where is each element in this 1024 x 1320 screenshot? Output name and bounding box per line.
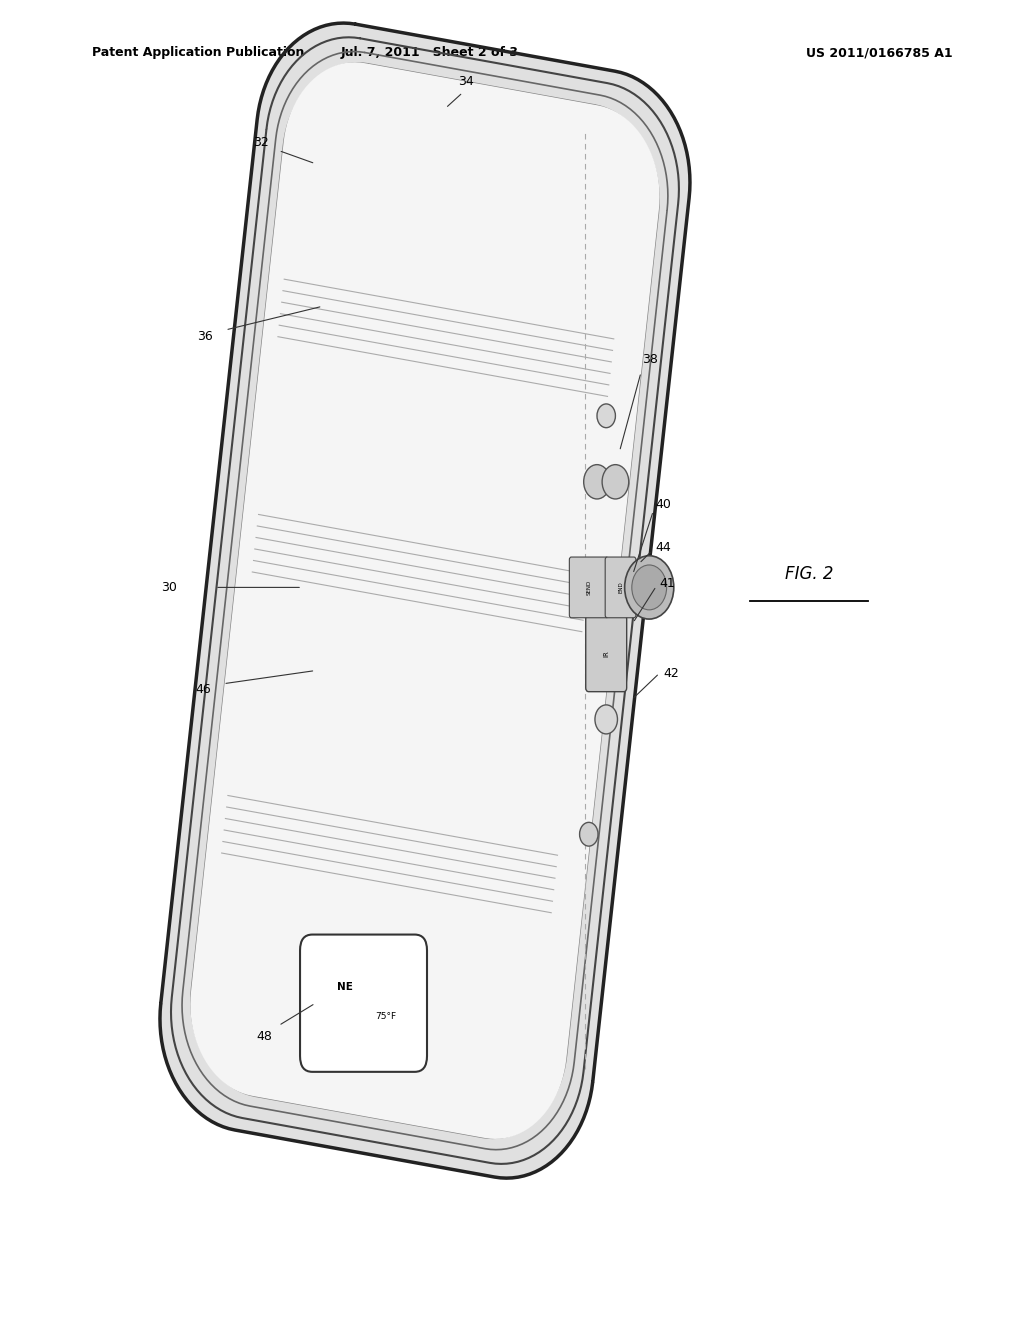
Text: FIG. 2: FIG. 2 <box>784 565 834 583</box>
Text: 75°F: 75°F <box>376 1012 396 1020</box>
Text: NE: NE <box>337 982 353 993</box>
FancyBboxPatch shape <box>605 557 636 618</box>
FancyBboxPatch shape <box>300 935 427 1072</box>
Text: 36: 36 <box>197 330 213 343</box>
Circle shape <box>632 565 667 610</box>
Text: SEND: SEND <box>587 579 591 595</box>
Circle shape <box>602 465 629 499</box>
FancyBboxPatch shape <box>586 615 627 692</box>
Text: 44: 44 <box>655 541 672 554</box>
FancyBboxPatch shape <box>569 557 608 618</box>
Text: IR: IR <box>603 649 609 657</box>
Text: US 2011/0166785 A1: US 2011/0166785 A1 <box>806 46 952 59</box>
Text: 32: 32 <box>253 136 269 149</box>
Text: 46: 46 <box>195 682 211 696</box>
Text: 42: 42 <box>664 667 680 680</box>
Text: 34: 34 <box>458 75 474 88</box>
Text: Patent Application Publication: Patent Application Publication <box>92 46 304 59</box>
Text: 30: 30 <box>161 581 177 594</box>
Text: 41: 41 <box>659 577 676 590</box>
Text: END: END <box>618 582 623 593</box>
Circle shape <box>625 556 674 619</box>
Text: 40: 40 <box>655 498 672 511</box>
Polygon shape <box>190 62 659 1139</box>
Text: Jul. 7, 2011   Sheet 2 of 3: Jul. 7, 2011 Sheet 2 of 3 <box>341 46 519 59</box>
Circle shape <box>597 404 615 428</box>
Text: 38: 38 <box>642 352 658 366</box>
Circle shape <box>595 705 617 734</box>
Circle shape <box>580 822 598 846</box>
Circle shape <box>584 465 610 499</box>
Polygon shape <box>160 22 690 1179</box>
Text: 48: 48 <box>256 1030 272 1043</box>
